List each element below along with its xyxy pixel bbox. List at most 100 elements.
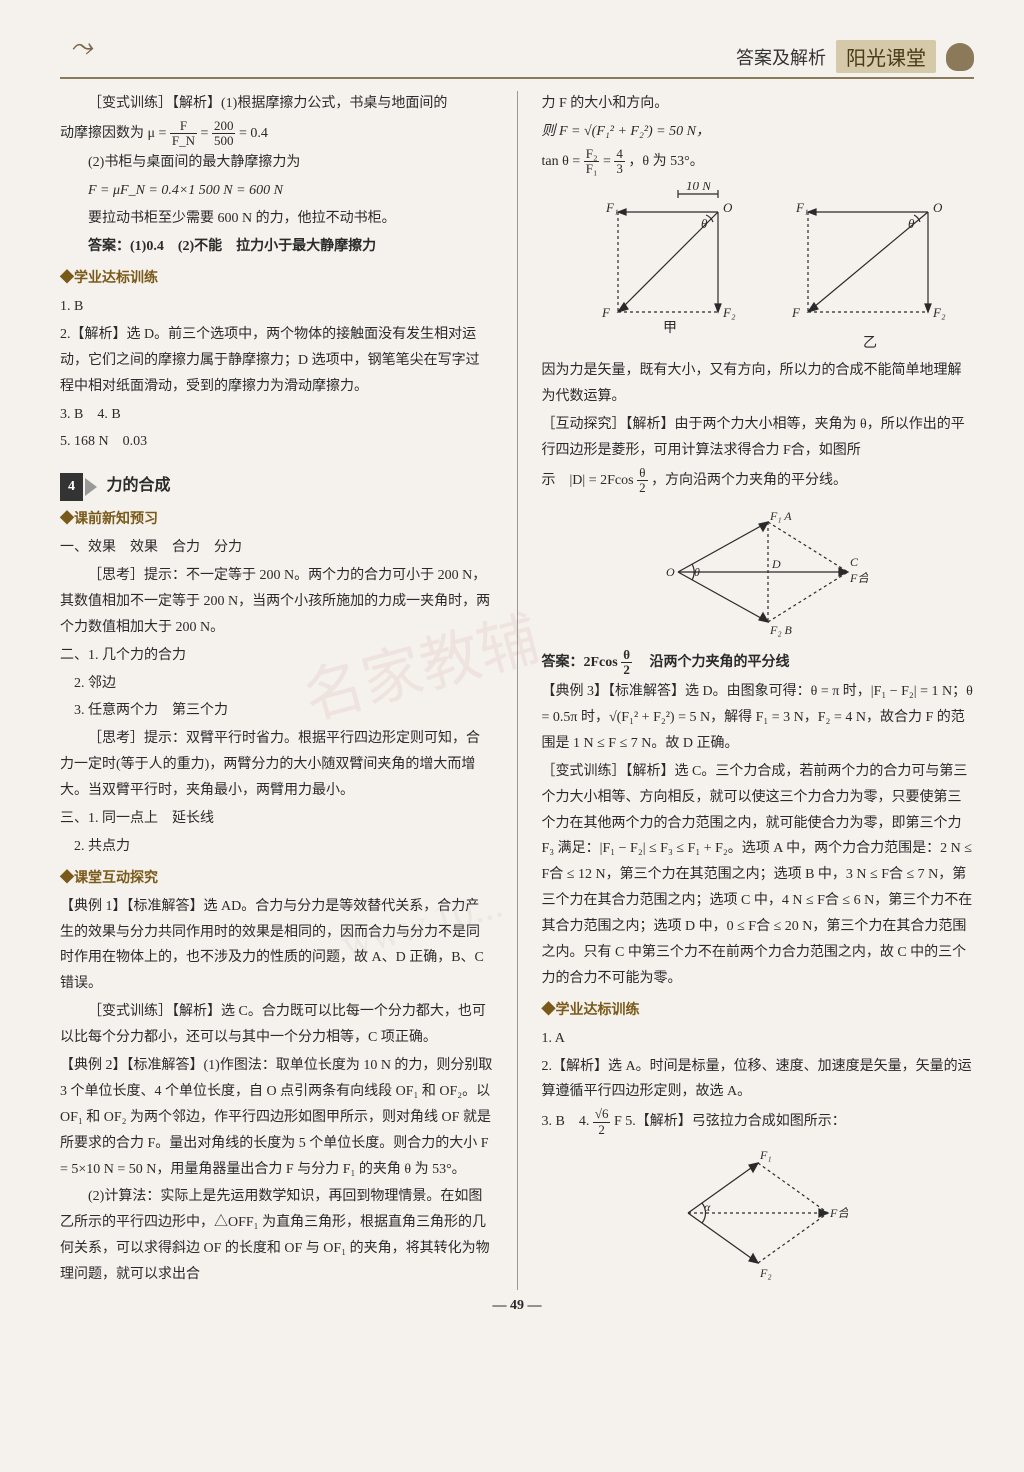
text-line: 【典例 2】【标准解答】(1)作图法：取单位长度为 10 N 的力，则分别取 3… — [60, 1053, 493, 1182]
label: F₁ — [759, 1148, 772, 1162]
section-heading: ◆学业达标训练 — [542, 998, 975, 1024]
text-line: ［变式训练］【解析】选 C。合力既可以比每一个分力都大，也可以比每个分力都小，还… — [60, 999, 493, 1051]
text-line: (2)计算法：实际上是先运用数学知识，再回到物理情景。在如图乙所示的平行四边形中… — [60, 1184, 493, 1288]
label: F₁ A — [769, 509, 792, 523]
text: 沿两个力夹角的平分线 — [636, 655, 790, 670]
section-heading: ◆课堂互动探究 — [60, 866, 493, 892]
page-number: — 49 — — [60, 1298, 974, 1314]
chevron-right-icon — [85, 478, 97, 496]
header-title-group: 答案及解析 阳光课堂 — [736, 40, 974, 73]
page-header: ⤳ 答案及解析 阳光课堂 — [60, 40, 974, 79]
text-line: 2. 共点力 — [60, 834, 493, 860]
answer-item: 3. B 4. √6 2 F 5.【解析】弓弦拉力合成如图所示： — [542, 1107, 975, 1137]
rhombus-diagram: O F₁ A F₂ B D C F合 θ — [648, 502, 868, 642]
answer-line: 答案：(1)0.4 (2)不能 拉力小于最大静摩擦力 — [60, 234, 493, 260]
text-line: 力 F 的大小和方向。 — [542, 91, 975, 117]
scale-label: 10 N — [686, 182, 712, 193]
text: = 0.4 — [239, 126, 268, 141]
text-line: 【典例 1】【标准解答】选 AD。合力与分力是等效替代关系，合力产生的效果与分力… — [60, 894, 493, 998]
text-line: (2)书柜与桌面间的最大静摩擦力为 — [60, 150, 493, 176]
left-column: ［变式训练］【解析】(1)根据摩擦力公式，书桌与地面间的 动摩擦因数为 μ = … — [60, 91, 493, 1290]
formula: tan θ = F₂ F₁ = 4 3 ，θ 为 53°。 — [542, 147, 975, 177]
text-line: 【典例 3】【标准解答】选 D。由图象可得：θ = π 时，|F₁ − F₂| … — [542, 679, 975, 757]
bow-force-diagram: F₁ F₂ F合 α — [668, 1143, 848, 1283]
label: C — [850, 555, 859, 569]
fraction: F₂ F₁ — [584, 147, 600, 177]
text-line: 三、1. 同一点上 延长线 — [60, 806, 493, 832]
formula: F = μF_N = 0.4×1 500 N = 600 N — [60, 178, 493, 204]
chapter-title: 力的合成 — [107, 477, 171, 494]
column-divider — [517, 91, 518, 1290]
text: 动摩擦因数为 μ = — [60, 126, 170, 141]
text: F 5.【解析】弓弦拉力合成如图所示： — [614, 1114, 846, 1129]
text: = — [603, 154, 614, 169]
text-line: 因为力是矢量，既有大小，又有方向，所以力的合成不能简单地理解为代数运算。 — [542, 358, 975, 410]
right-column: 力 F 的大小和方向。 则 F = √(F₁² + F₂²) = 50 N， t… — [542, 91, 975, 1290]
text-line: 要拉动书柜至少需要 600 N 的力，他拉不动书柜。 — [60, 206, 493, 232]
answer-item: 1. A — [542, 1026, 975, 1052]
label: F₂ — [932, 305, 946, 320]
text-line: 动摩擦因数为 μ = F F_N = 200 500 = 0.4 — [60, 119, 493, 149]
text-line: ［互动探究］【解析】由于两个力大小相等，夹角为 θ，所以作出的平行四边形是菱形，… — [542, 412, 975, 464]
answer-item: 2.【解析】选 D。前三个选项中，两个物体的接触面没有发生相对运动，它们之间的摩… — [60, 322, 493, 400]
header-brand: 阳光课堂 — [836, 40, 936, 73]
formula: 则 F = √(F₁² + F₂²) = 50 N， — [542, 119, 975, 145]
owl-icon — [946, 43, 974, 71]
text: 答案：2Fcos — [542, 655, 622, 670]
label: F — [601, 305, 611, 320]
chapter-heading: 4 力的合成 — [60, 471, 493, 501]
label: F — [791, 305, 801, 320]
svg-text:θ: θ — [908, 216, 915, 231]
label: D — [771, 557, 781, 571]
label: O — [933, 200, 943, 215]
text-line: ［变式训练］【解析】选 C。三个力合成，若前两个力的合力可与第三个力大小相等、方… — [542, 759, 975, 992]
answer-line: 答案：2Fcos θ 2 沿两个力夹角的平分线 — [542, 648, 975, 678]
answer-item: 2.【解析】选 A。时间是标量，位移、速度、加速度是矢量，矢量的运算遵循平行四边… — [542, 1054, 975, 1106]
page-number-value: 49 — [510, 1298, 524, 1313]
content-area: ［变式训练］【解析】(1)根据摩擦力公式，书桌与地面间的 动摩擦因数为 μ = … — [60, 91, 974, 1290]
text: tan θ = — [542, 154, 584, 169]
answer-item: 5. 168 N 0.03 — [60, 429, 493, 455]
caption-yi: 乙 — [863, 335, 877, 351]
text: 示 |D| = 2Fcos — [542, 473, 638, 488]
label: F₁ — [605, 200, 618, 215]
text-line: 3. 任意两个力 第三个力 — [60, 698, 493, 724]
text-line: 二、1. 几个力的合力 — [60, 643, 493, 669]
section-heading: ◆学业达标训练 — [60, 266, 493, 292]
formula: 示 |D| = 2Fcos θ 2 ，方向沿两个力夹角的平分线。 — [542, 466, 975, 496]
label: F₂ — [759, 1266, 772, 1280]
fraction: θ 2 — [637, 466, 648, 496]
text-line: ［思考］提示：双臂平行时省力。根据平行四边形定则可知，合力一定时(等于人的重力)… — [60, 726, 493, 804]
fraction: √6 2 — [593, 1107, 611, 1137]
label: F₂ — [722, 305, 736, 320]
answer-item: 3. B 4. B — [60, 402, 493, 428]
fraction: 4 3 — [614, 147, 625, 177]
fraction: F F_N — [170, 119, 197, 149]
label: F₁ — [795, 200, 808, 215]
parallelogram-diagram: 10 N F₁ O F₂ F θ F₁ O F₂ F θ 甲 乙 — [558, 182, 958, 352]
text-line: 2. 邻边 — [60, 671, 493, 697]
label: F合 — [829, 1206, 848, 1220]
svg-text:θ: θ — [694, 565, 700, 579]
answer-item: 1. B — [60, 294, 493, 320]
header-decoration: ⤳ — [70, 32, 92, 64]
text: 3. B 4. — [542, 1114, 593, 1129]
text-line: ［思考］提示：不一定等于 200 N。两个力的合力可小于 200 N，其数值相加… — [60, 563, 493, 641]
section-heading: ◆课前新知预习 — [60, 507, 493, 533]
label: F合 — [849, 571, 868, 585]
svg-text:θ: θ — [701, 216, 708, 231]
label: O — [666, 565, 675, 579]
label: F₂ B — [769, 623, 793, 637]
text: ，方向沿两个力夹角的平分线。 — [651, 473, 847, 488]
text-line: 一、效果 效果 合力 分力 — [60, 535, 493, 561]
text-line: ［变式训练］【解析】(1)根据摩擦力公式，书桌与地面间的 — [60, 91, 493, 117]
label: O — [723, 200, 733, 215]
header-label: 答案及解析 — [736, 44, 826, 70]
fraction: 200 500 — [212, 119, 236, 149]
text: = — [201, 126, 212, 141]
fraction: θ 2 — [621, 648, 632, 678]
caption-jia: 甲 — [663, 321, 677, 336]
label: α — [704, 1200, 711, 1214]
text: ，θ 为 53°。 — [628, 154, 703, 169]
chapter-number: 4 — [60, 473, 83, 501]
